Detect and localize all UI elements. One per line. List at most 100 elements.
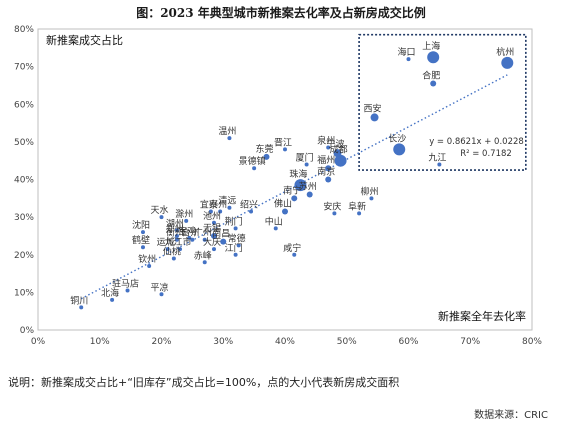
plot-border bbox=[37, 28, 533, 331]
data-point bbox=[125, 288, 130, 293]
point-label: 九江 bbox=[428, 152, 446, 163]
point-label: 宜兴 bbox=[200, 198, 218, 210]
point-label: 鹤壁 bbox=[132, 234, 150, 246]
data-point bbox=[187, 235, 192, 240]
data-point bbox=[273, 226, 278, 231]
data-point bbox=[218, 209, 223, 214]
data-point bbox=[304, 162, 309, 167]
chart-title: 图：2023 年典型城市新推案去化率及占新房成交比例 bbox=[136, 6, 426, 20]
data-point bbox=[227, 205, 232, 210]
data-point bbox=[210, 232, 217, 239]
x-tick-label: 70% bbox=[460, 337, 480, 347]
point-label: 景德镇 bbox=[239, 155, 266, 167]
highlight-box bbox=[358, 33, 527, 171]
point-label: 南昌 bbox=[212, 228, 230, 240]
point-label: 广州 bbox=[194, 227, 212, 239]
trendline-r2: R² = 0.7182 bbox=[460, 149, 512, 159]
y-tick-label: 0% bbox=[20, 326, 35, 336]
data-point bbox=[437, 162, 442, 167]
data-point bbox=[184, 218, 189, 223]
point-label: 杭州 bbox=[496, 46, 514, 58]
trendline bbox=[80, 74, 508, 300]
data-point bbox=[283, 147, 287, 152]
point-label: 泰州 bbox=[209, 198, 227, 210]
point-label: 南宁 bbox=[283, 184, 301, 196]
point-label: 上海 bbox=[422, 40, 440, 52]
point-label: 福州 bbox=[317, 154, 335, 166]
data-point bbox=[202, 237, 207, 242]
point-label: 驻马店 bbox=[112, 277, 139, 289]
point-label: 赤峰 bbox=[194, 250, 212, 261]
point-label: 东莞 bbox=[255, 143, 273, 155]
data-point bbox=[427, 51, 440, 64]
point-label: 柳州 bbox=[360, 185, 378, 197]
point-label: 运城 bbox=[157, 237, 175, 248]
data-point bbox=[110, 297, 115, 302]
x-tick-label: 20% bbox=[151, 337, 171, 347]
x-tick-label: 0% bbox=[31, 337, 46, 347]
point-label: 晋江 bbox=[274, 137, 292, 148]
data-point bbox=[140, 245, 145, 250]
point-label: 天水 bbox=[150, 204, 168, 216]
point-label: 苏州 bbox=[299, 181, 317, 193]
data-point bbox=[171, 256, 176, 261]
data-point bbox=[174, 233, 179, 238]
y-tick-label: 60% bbox=[14, 100, 34, 110]
y-tick-label: 20% bbox=[14, 251, 34, 261]
trendline-line bbox=[80, 74, 508, 300]
point-label: 沈阳 bbox=[132, 219, 150, 231]
data-point bbox=[159, 215, 164, 220]
point-label: 宝鸡 bbox=[178, 225, 196, 237]
point-label: 成都 bbox=[330, 144, 348, 156]
data-point bbox=[220, 238, 227, 245]
data-point bbox=[159, 292, 164, 297]
point-label: 咸宁 bbox=[283, 242, 301, 254]
data-point bbox=[233, 226, 238, 231]
data-point bbox=[202, 260, 207, 265]
point-label: 珠海 bbox=[289, 168, 307, 180]
point-label: 合州 bbox=[181, 227, 199, 239]
point-label: 温州 bbox=[218, 126, 236, 137]
point-label: 铜川 bbox=[70, 294, 88, 306]
point-label: 滁州 bbox=[175, 209, 193, 220]
point-label: 佛山 bbox=[274, 197, 292, 209]
point-label: 仙桃 bbox=[163, 246, 181, 258]
point-label: 安庆 bbox=[323, 200, 341, 212]
data-point bbox=[227, 136, 232, 141]
data-point bbox=[332, 211, 337, 216]
data-point bbox=[178, 247, 183, 252]
y-tick-label: 50% bbox=[14, 138, 34, 148]
point-label: 池州 bbox=[203, 210, 221, 222]
data-point bbox=[233, 252, 238, 257]
x-axis-label: 新推案全年去化率 bbox=[438, 309, 526, 323]
point-label: 无锡 bbox=[203, 223, 221, 234]
y-tick-label: 40% bbox=[14, 176, 34, 186]
y-tick-label: 10% bbox=[14, 288, 34, 298]
plot-area: 0% 10% 20% 30% 40% 50% 60% 70% 80% 0% 10% 20% 30% 40%… bbox=[14, 25, 542, 347]
data-point bbox=[79, 305, 84, 310]
data-point bbox=[501, 56, 514, 69]
y-axis-label: 新推案成交占比 bbox=[46, 33, 123, 47]
data-point bbox=[208, 209, 213, 214]
x-tick-label: 60% bbox=[398, 337, 418, 347]
data-point bbox=[211, 247, 216, 252]
footnote: 说明：新推案成交占比+“旧库存”成交占比=100%，点的大小代表新房成交面积 bbox=[8, 376, 400, 389]
highlight-rect bbox=[358, 33, 527, 171]
data-point bbox=[174, 228, 179, 233]
point-label: 江门 bbox=[225, 242, 243, 254]
trendline-equation: y = 0.8621x + 0.0228 bbox=[429, 137, 524, 147]
data-point bbox=[282, 208, 288, 215]
data-point bbox=[211, 220, 216, 225]
point-label: 长沙 bbox=[388, 132, 406, 144]
data-point bbox=[325, 176, 332, 183]
point-label: 西安 bbox=[364, 102, 382, 114]
point-label: 荆门 bbox=[225, 215, 243, 227]
point-label: 合肥 bbox=[422, 70, 440, 82]
point-label: 阜新 bbox=[348, 200, 366, 212]
data-point bbox=[263, 153, 270, 160]
data-point bbox=[306, 191, 313, 198]
data-point bbox=[147, 264, 152, 269]
data-point bbox=[294, 179, 307, 192]
data-point bbox=[190, 237, 195, 242]
